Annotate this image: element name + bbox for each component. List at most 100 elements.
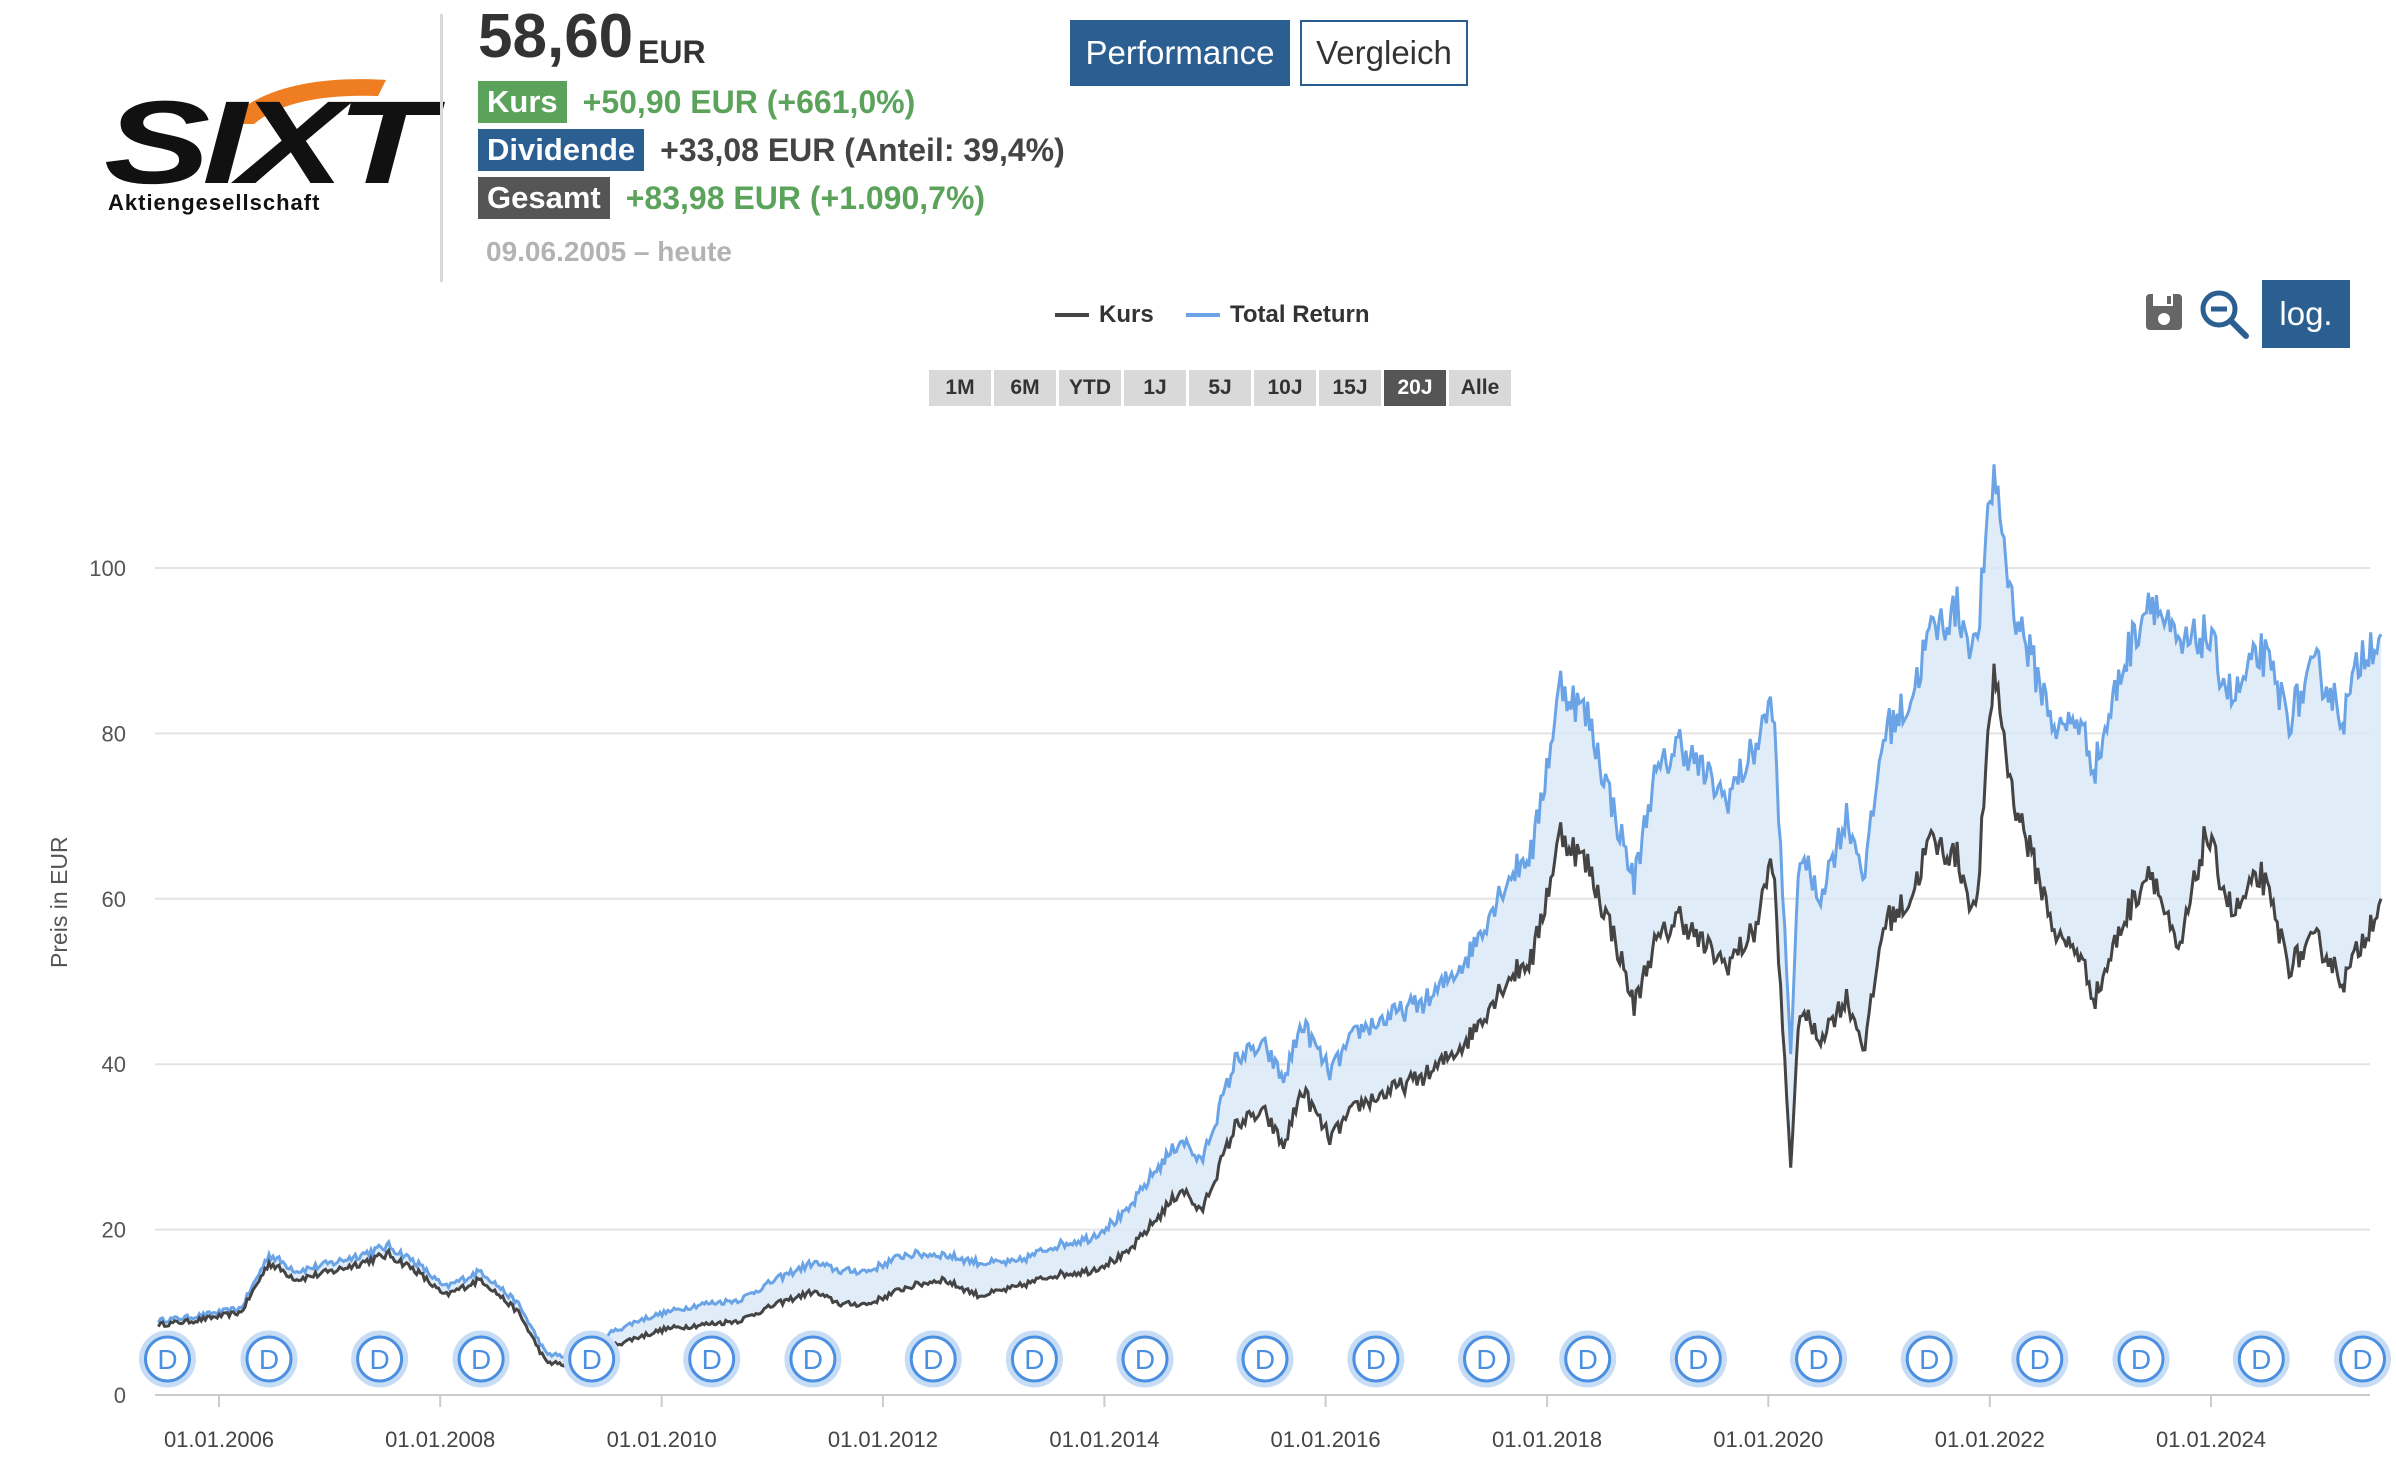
dividend-marker-label: D [259,1344,279,1375]
dividend-marker [143,1335,191,1383]
dividend-marker [1795,1335,1843,1383]
date-range: 09.06.2005 – heute [486,236,732,267]
dividend-marker-label: D [923,1344,943,1375]
x-tick-label: 01.01.2006 [164,1427,274,1452]
dividend-marker-label: D [1255,1344,1275,1375]
dividend-marker [1010,1335,1058,1383]
logo-swoosh-icon [226,79,386,124]
stat-badge: Gesamt [478,177,610,219]
stat-badge: Kurs [478,81,567,123]
dividend-marker [1352,1335,1400,1383]
stat-row-dividende: Dividende +33,08 EUR (Anteil: 39,4%) [478,128,1065,172]
range-button-5j[interactable]: 5J [1189,370,1251,406]
stat-row-kurs: Kurs +50,90 EUR (+661,0%) [478,80,915,124]
dividend-marker-label: D [1024,1344,1044,1375]
dividend-marker [1121,1335,1169,1383]
dividend-marker-label: D [1578,1344,1598,1375]
x-tick-label: 01.01.2016 [1271,1427,1381,1452]
range-button-alle[interactable]: Alle [1449,370,1511,406]
price-currency: EUR [638,34,706,70]
y-tick-label: 40 [102,1052,126,1077]
performance-chart: 0 20 40 60 80 100 01.01.2006 01.01.2008 01.01.20… [89,464,2392,1452]
performance-button[interactable]: Performance [1070,20,1290,86]
dividend-marker-label: D [1919,1344,1939,1375]
range-button-6m[interactable]: 6M [994,370,1056,406]
dividend-marker-label: D [157,1344,177,1375]
dividend-marker [245,1335,293,1383]
dividend-marker [568,1335,616,1383]
dividend-marker-label: D [1476,1344,1496,1375]
y-tick-label: 100 [89,556,126,581]
dividend-marker [356,1335,404,1383]
dividend-marker [909,1335,957,1383]
stat-value: +50,90 EUR (+661,0%) [582,83,916,120]
legend-kurs[interactable]: Kurs [1055,298,1154,332]
x-tick-label: 01.01.2020 [1713,1427,1823,1452]
dividend-marker [2016,1335,2064,1383]
dividend-marker-label: D [1688,1344,1708,1375]
dividend-marker [1564,1335,1612,1383]
dividend-marker [789,1335,837,1383]
dividend-marker [2117,1335,2165,1383]
x-tick-label: 01.01.2022 [1935,1427,2045,1452]
range-button-1j[interactable]: 1J [1124,370,1186,406]
y-tick-label: 80 [102,721,126,746]
x-tick-label: 01.01.2014 [1049,1427,1159,1452]
x-tick-label: 01.01.2010 [607,1427,717,1452]
x-tick-label: 01.01.2008 [385,1427,495,1452]
dividend-marker-label: D [1808,1344,1828,1375]
range-button-1m[interactable]: 1M [929,370,991,406]
dividend-marker [1462,1335,1510,1383]
log-scale-button[interactable]: log. [2262,280,2350,348]
dividend-marker-label: D [702,1344,722,1375]
save-icon[interactable] [2142,290,2186,339]
range-button-15j[interactable]: 15J [1319,370,1381,406]
current-price: 58,60 [478,2,634,71]
dividend-marker-label: D [803,1344,823,1375]
y-tick-label: 60 [102,887,126,912]
x-tick-label: 01.01.2012 [828,1427,938,1452]
dividend-marker [457,1335,505,1383]
series-line-kurs [157,663,2383,1370]
legend-swatch-kurs [1055,313,1089,317]
dividend-marker-label: D [2030,1344,2050,1375]
y-tick-label: 20 [102,1218,126,1243]
range-selector: 1M 6M YTD 1J 5J 10J 15J 20J Alle [929,370,1511,406]
dividend-marker-label: D [2251,1344,2271,1375]
stat-value: +83,98 EUR (+1.090,7%) [625,179,986,216]
legend-total-return[interactable]: Total Return [1186,298,1370,332]
dividend-marker-label: D [2131,1344,2151,1375]
zoom-out-icon[interactable] [2198,288,2250,345]
x-tick-label: 01.01.2024 [2156,1427,2266,1452]
legend-label-kurs: Kurs [1099,301,1154,328]
dividend-marker-label: D [1366,1344,1386,1375]
range-button-10j[interactable]: 10J [1254,370,1316,406]
logo-subtext: Aktiengesellschaft [108,190,321,215]
range-button-20j[interactable]: 20J [1384,370,1446,406]
compare-button[interactable]: Vergleich [1300,20,1468,86]
dividend-marker [1241,1335,1289,1383]
logo-wordmark: SIXT [104,77,434,209]
stat-badge: Dividende [478,129,645,171]
company-logo: SIXT Aktiengesellschaft [100,72,434,222]
dividend-marker [2237,1335,2285,1383]
stat-value: +33,08 EUR (Anteil: 39,4%) [660,131,1065,168]
series-line-total-return [157,464,2383,1361]
dividend-marker-label: D [1135,1344,1155,1375]
header-divider [440,14,443,282]
dividend-marker [688,1335,736,1383]
legend-label-total-return: Total Return [1230,301,1370,328]
dividend-marker [1674,1335,1722,1383]
y-tick-label: 0 [114,1383,126,1408]
dividend-marker-label: D [369,1344,389,1375]
header: SIXT Aktiengesellschaft 58,60 EUR Kurs +5… [0,0,2396,290]
dividend-marker-label: D [2352,1344,2372,1375]
dividend-marker [1905,1335,1953,1383]
dividend-marker [2339,1335,2387,1383]
dividend-marker-label: D [471,1344,491,1375]
x-tick-label: 01.01.2018 [1492,1427,1602,1452]
legend-swatch-total-return [1186,313,1220,317]
stat-row-gesamt: Gesamt +83,98 EUR (+1.090,7%) [478,176,985,220]
dividend-marker-label: D [582,1344,602,1375]
range-button-ytd[interactable]: YTD [1059,370,1121,406]
